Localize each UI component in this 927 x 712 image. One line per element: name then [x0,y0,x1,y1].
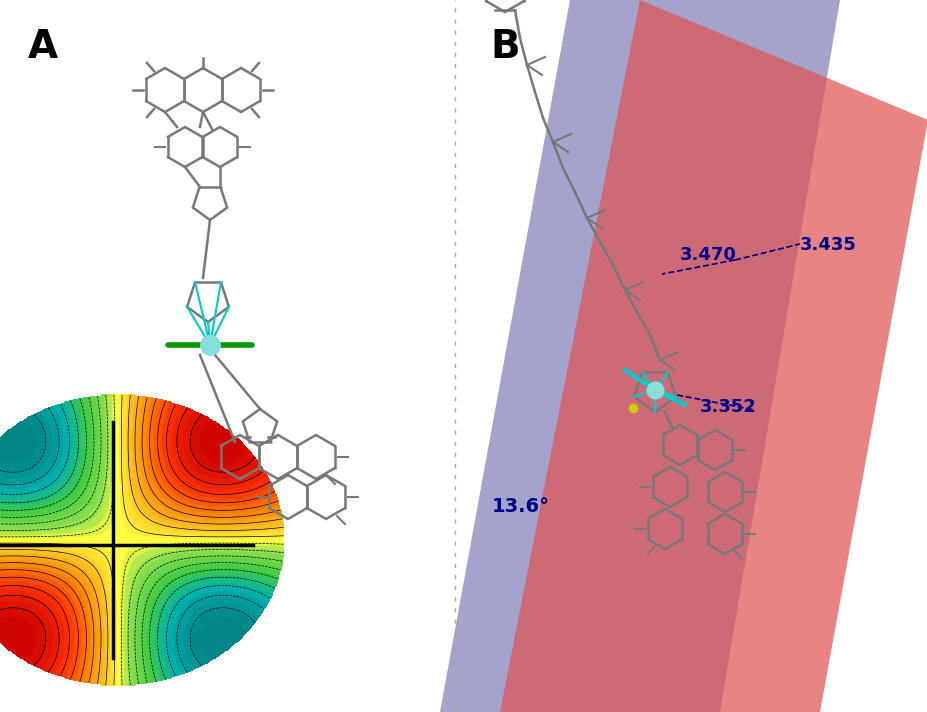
Polygon shape [500,0,927,712]
Text: 13.6°: 13.6° [491,497,550,516]
Text: A: A [28,28,58,66]
Polygon shape [439,0,839,712]
Text: 3.352: 3.352 [699,398,756,416]
Text: 3.470: 3.470 [679,246,736,264]
Text: 3.435: 3.435 [799,236,856,254]
Text: B: B [489,28,519,66]
